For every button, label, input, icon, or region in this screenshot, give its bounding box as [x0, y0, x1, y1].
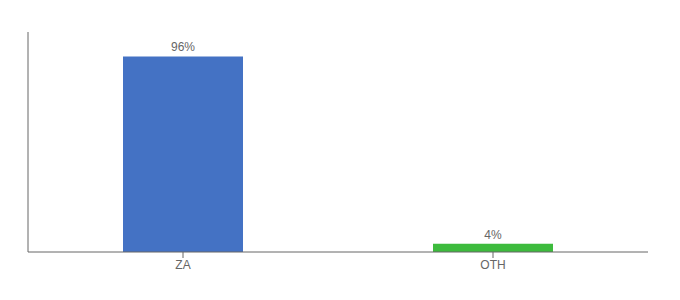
svg-text:OTH: OTH: [480, 258, 505, 272]
svg-text:ZA: ZA: [175, 258, 190, 272]
svg-text:4%: 4%: [484, 228, 502, 242]
svg-text:96%: 96%: [171, 40, 195, 54]
